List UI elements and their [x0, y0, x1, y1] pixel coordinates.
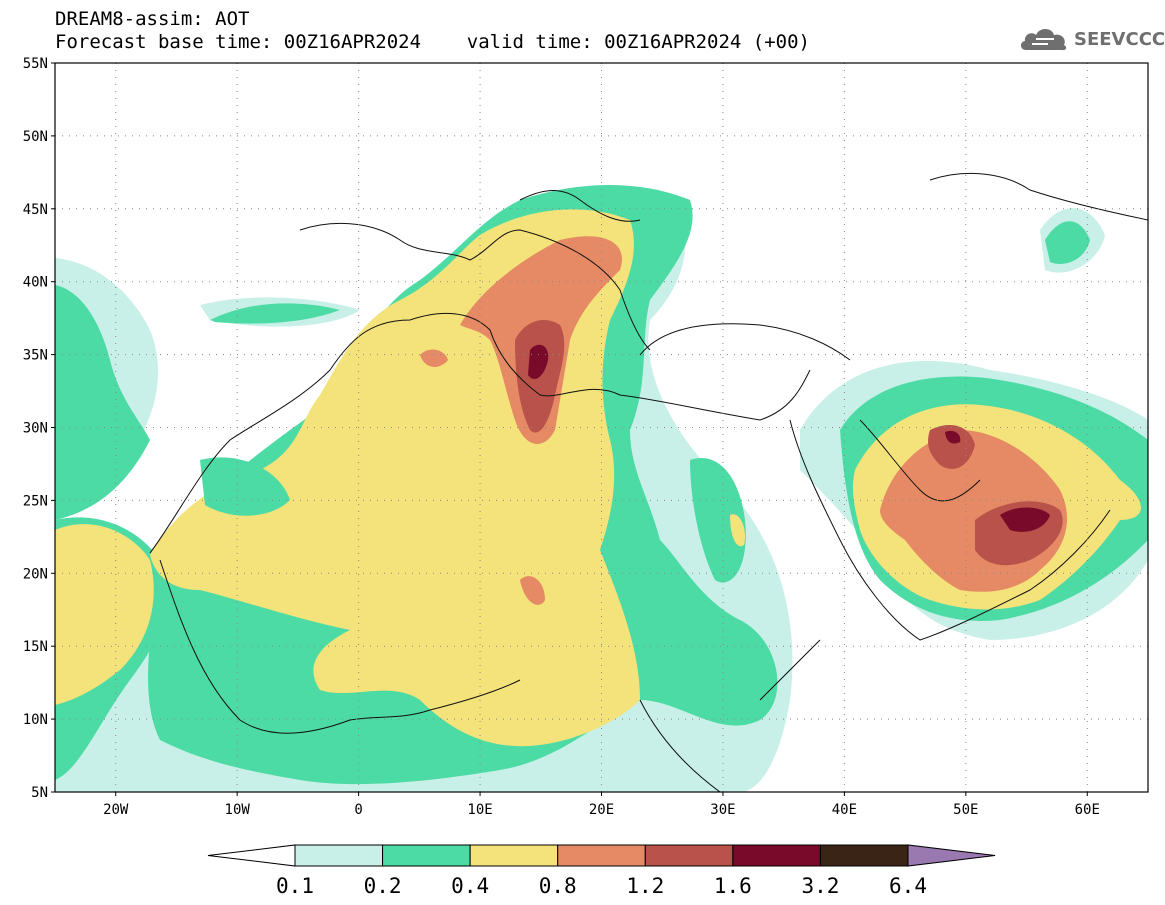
legend-level-label: 6.4: [889, 874, 927, 898]
lon-tick-label: 30E: [710, 802, 735, 818]
legend-level-label: 0.8: [539, 874, 577, 898]
lat-tick-label: 25N: [23, 493, 48, 509]
lat-tick-label: 30N: [23, 421, 48, 437]
legend-level-label: 3.2: [801, 874, 839, 898]
lat-tick-label: 35N: [23, 348, 48, 364]
legend-level-label: 0.2: [364, 874, 402, 898]
legend-swatch: [382, 844, 471, 867]
legend-level-label: 1.6: [714, 874, 752, 898]
legend-max-arrow: [907, 844, 996, 867]
lat-tick-label: 15N: [23, 639, 48, 655]
aot-contour-1.6: [528, 344, 1050, 532]
lat-tick-label: 45N: [23, 202, 48, 218]
legend-level-label: 0.1: [276, 874, 314, 898]
lon-tick-label: 50E: [953, 802, 978, 818]
lon-tick-label: 60E: [1075, 802, 1100, 818]
lon-axis: 20W 10W 0 10E 20E 30E 40E 50E 60E: [103, 792, 1100, 818]
lat-tick-label: 40N: [23, 275, 48, 291]
lat-tick-label: 5N: [31, 785, 48, 801]
logo-text: SEEVCCC: [1074, 28, 1165, 50]
lon-tick-label: 20W: [103, 802, 129, 818]
cloud-icon: [1020, 29, 1067, 51]
coastlines: [149, 173, 1148, 792]
lat-axis: 55N 50N 45N 40N 35N 30N 25N 20N 15N 10N 5N: [23, 56, 55, 801]
lon-tick-label: 40E: [832, 802, 857, 818]
legend-min-arrow: [207, 844, 296, 867]
lon-tick-label: 0: [354, 802, 362, 818]
legend-swatch: [732, 844, 821, 867]
legend-level-label: 0.4: [451, 874, 489, 898]
lon-tick-label: 10W: [225, 802, 251, 818]
seevccc-logo: SEEVCCC: [1018, 22, 1165, 56]
lon-tick-label: 20E: [589, 802, 614, 818]
lat-tick-label: 20N: [23, 566, 48, 582]
map-title: DREAM8-assim: AOT: [55, 8, 250, 30]
map-grid: [55, 63, 1148, 792]
lat-tick-label: 55N: [23, 56, 48, 72]
aot-legend: 0.1 0.2 0.4 0.8 1.2 1.6 3.2 6.4: [207, 844, 996, 898]
lon-tick-label: 10E: [467, 802, 492, 818]
legend-swatch: [469, 844, 559, 867]
legend-swatch: [819, 844, 909, 867]
aot-field: [55, 63, 1148, 792]
forecast-time-line: Forecast base time: 00Z16APR2024 valid t…: [55, 31, 810, 53]
legend-swatch: [294, 844, 384, 867]
lat-tick-label: 10N: [23, 712, 48, 728]
lat-tick-label: 50N: [23, 129, 48, 145]
legend-level-label: 1.2: [626, 874, 664, 898]
legend-swatch: [557, 844, 646, 867]
legend-swatch: [644, 844, 734, 867]
